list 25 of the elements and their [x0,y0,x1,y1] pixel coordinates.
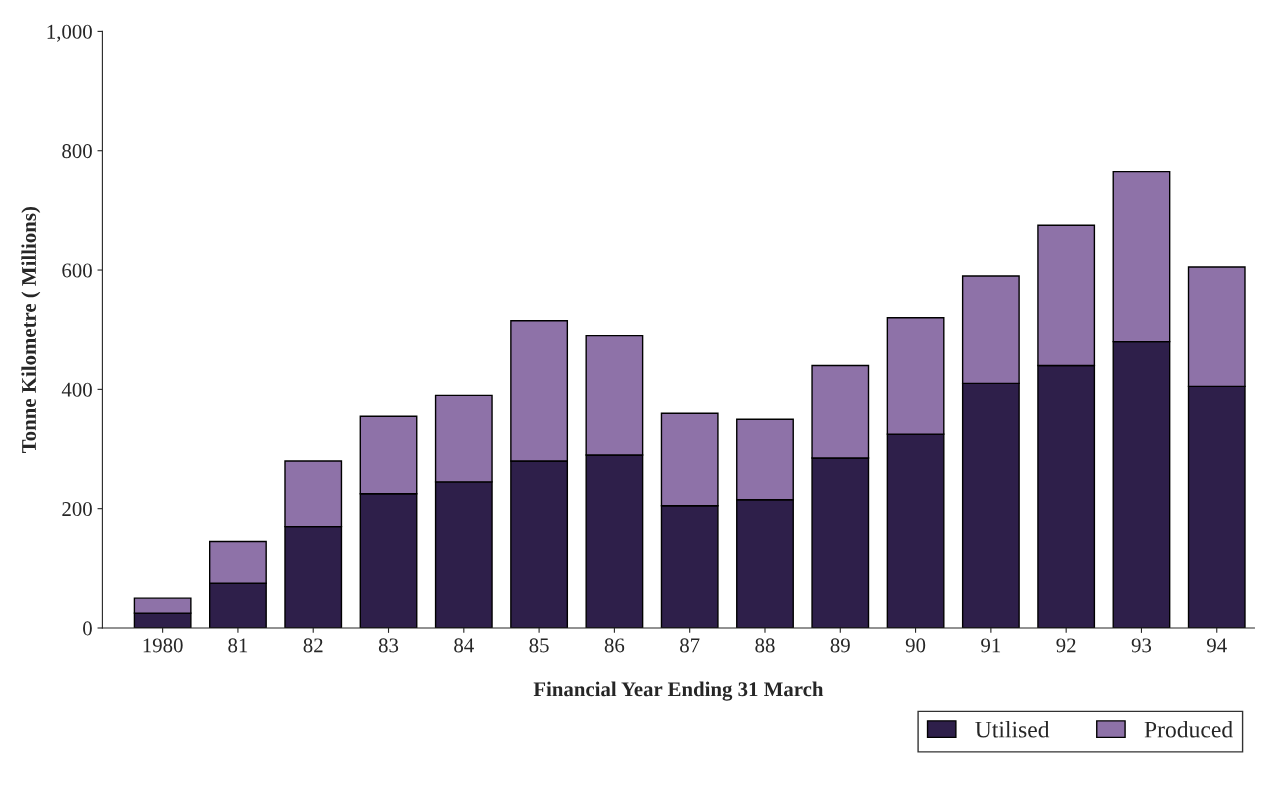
y-tick-label: 600 [62,263,92,278]
x-tick-label: 89 [830,638,850,653]
x-tick-label: 91 [981,638,1001,653]
x-tick-label: 94 [1207,638,1227,653]
x-tick-label: 1980 [143,638,183,653]
x-tick-label: 85 [529,638,549,653]
x-tick-label: 81 [228,638,248,653]
x-tick-label: 82 [303,638,323,653]
legend-label: Produced [1144,720,1233,738]
y-tick-label: 200 [62,502,92,517]
x-axis-title: Financial Year Ending 31 March [533,681,824,701]
y-tick-label: 400 [61,382,92,397]
x-tick-label: 92 [1056,638,1076,653]
x-tick-label: 90 [905,638,926,653]
x-tick-label: 83 [378,638,399,653]
x-tick-label: 87 [680,638,700,653]
x-tick-label: 84 [454,638,474,653]
y-tick-label: 800 [62,144,92,159]
y-tick-label: 0 [83,621,92,636]
x-tick-label: 86 [604,638,625,653]
x-tick-label: 93 [1131,638,1152,653]
legend-label: Utilised [975,720,1050,738]
y-tick-label: 1,000 [47,24,92,42]
y-axis-title: Tonne Kilometre ( Millions) [21,207,41,453]
x-tick-label: 88 [755,638,775,653]
